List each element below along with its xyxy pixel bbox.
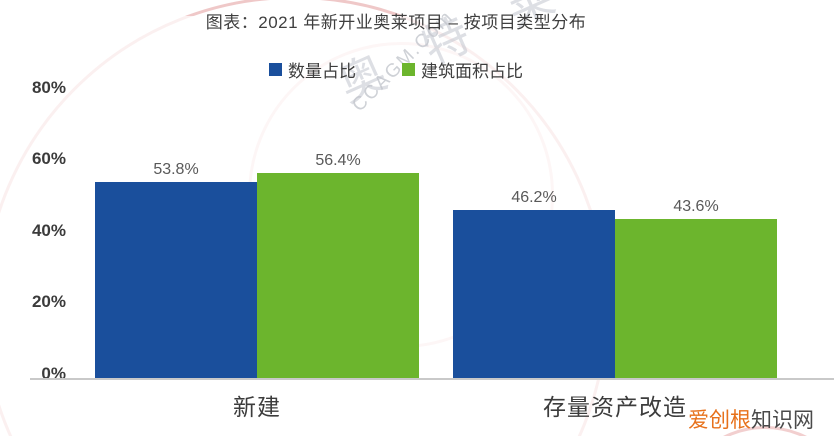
y-axis-tick-label: 20%: [31, 292, 66, 311]
brand-mark: 爱创根知识网: [688, 404, 814, 434]
legend-swatch-blue: [269, 63, 282, 76]
category-label-new: 新建: [233, 394, 281, 420]
brand-highlight: 爱创根: [688, 409, 751, 432]
bar-value-label: 43.6%: [673, 198, 719, 215]
bar-value-label: 46.2%: [511, 189, 557, 206]
bar-area-new: [257, 173, 419, 378]
legend-swatch-green: [402, 63, 415, 76]
bar-value-label: 56.4%: [315, 152, 361, 169]
chart-header: 图表：2021 年新开业奥莱项目 – 按项目类型分布: [0, 8, 792, 33]
bar-value-label: 53.8%: [153, 161, 199, 178]
brand-rest: 知识网: [751, 409, 814, 432]
bar-area-renovation: [615, 219, 777, 378]
bar-quantity-new: [95, 182, 257, 378]
legend-label: 建筑面积占比: [421, 62, 523, 81]
x-axis-line: [30, 378, 834, 380]
chart-title: 图表：2021 年新开业奥莱项目 – 按项目类型分布: [205, 13, 587, 32]
legend-item-quantity: 数量占比: [269, 57, 356, 82]
legend-item-floor-area: 建筑面积占比: [402, 57, 523, 82]
legend-label: 数量占比: [288, 62, 356, 81]
y-axis-tick-label: 60%: [31, 149, 66, 168]
legend: 数量占比 建筑面积占比: [0, 57, 792, 82]
category-label-renovation: 存量资产改造: [543, 394, 687, 420]
y-axis-tick-label: 40%: [31, 221, 66, 240]
bar-quantity-renovation: [453, 210, 615, 378]
y-axis-tick-label: 0%: [41, 364, 66, 383]
